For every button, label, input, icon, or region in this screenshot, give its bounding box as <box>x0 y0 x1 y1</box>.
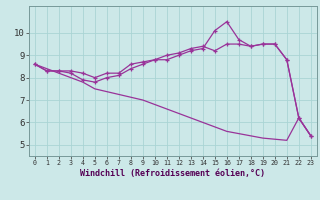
X-axis label: Windchill (Refroidissement éolien,°C): Windchill (Refroidissement éolien,°C) <box>80 169 265 178</box>
